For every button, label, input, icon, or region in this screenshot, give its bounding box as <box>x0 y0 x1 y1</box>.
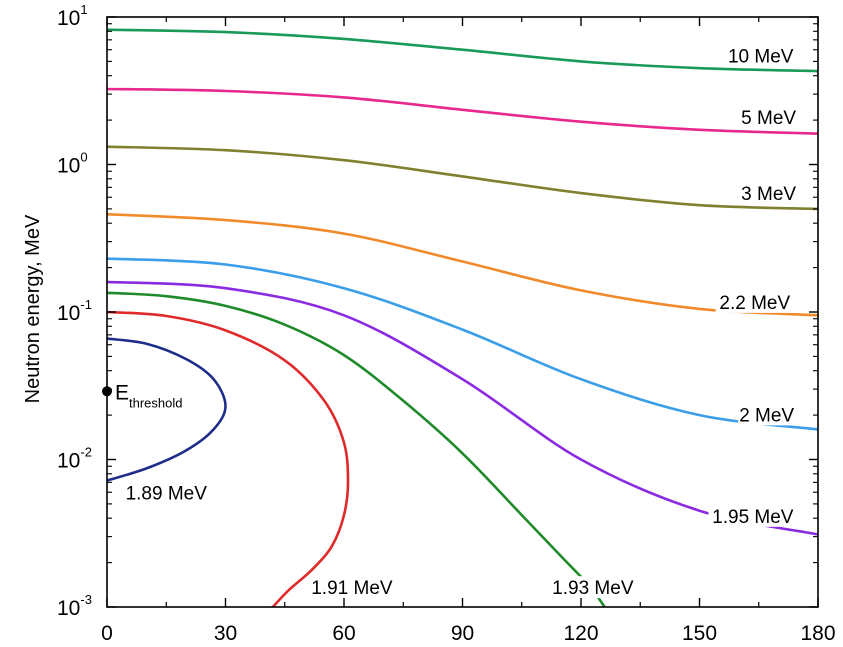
y-tick-label: 10-2 <box>57 445 92 473</box>
series-line-1-91-mev <box>107 310 350 607</box>
curve-label-bg <box>726 44 795 67</box>
x-tick-label: 30 <box>214 622 237 645</box>
curve-label-bg <box>548 576 638 599</box>
y-tick-label: 101 <box>57 2 88 30</box>
curve-label-text: 1.95 MeV <box>712 507 794 528</box>
y-tick-label-base: 10 <box>57 450 80 473</box>
x-tick-label: 60 <box>332 622 355 645</box>
y-tick-label-exp: -2 <box>80 445 92 460</box>
curve-labels: 10 MeV 5 MeV 3 MeV 2.2 MeV 2 MeV 1.95 MeV 1.93… <box>121 44 798 599</box>
curve-label: 5 MeV <box>740 106 798 129</box>
threshold-label-sub: threshold <box>129 395 182 410</box>
y-tick-label-base: 10 <box>57 302 80 325</box>
series-line-2-2-mev <box>107 212 818 317</box>
threshold-label: Ethreshold <box>115 381 183 410</box>
y-tick-label-base: 10 <box>57 7 80 30</box>
y-tick-label: 10-3 <box>57 592 92 620</box>
y-tick-label-base: 10 <box>57 155 80 178</box>
curve-label: 2.2 MeV <box>715 290 794 314</box>
curve-label-text: 2.2 MeV <box>719 293 790 314</box>
x-tick-label: 0 <box>101 622 113 645</box>
y-axis-title: Neutron energy, MeV <box>22 214 44 403</box>
curve-label: 3 MeV <box>740 182 798 205</box>
x-tick-label: 90 <box>451 622 474 645</box>
series-line-2-mev <box>107 257 818 431</box>
curve-label: 1.91 MeV <box>307 576 397 599</box>
curve-label-text: 2 MeV <box>739 405 794 426</box>
curve-label-text: 3 MeV <box>741 184 796 205</box>
x-tick-label: 120 <box>563 622 598 645</box>
curve-label-bg <box>307 576 397 599</box>
series-line-1-95-mev <box>107 280 818 536</box>
curve-label-bg <box>121 481 211 504</box>
curve-label-text: 1.89 MeV <box>126 484 208 505</box>
curve-label-bg <box>708 504 798 527</box>
curve-label-bg <box>715 290 794 313</box>
series-line-3-mev <box>107 145 818 211</box>
curve-label-bg <box>740 182 798 205</box>
curve-label-text: 1.93 MeV <box>552 578 634 599</box>
x-tick-labels: 0 30 60 90 120 150 180 <box>101 622 835 645</box>
y-tick-label-exp: -3 <box>80 592 92 607</box>
curve-label: 1.93 MeV <box>548 576 638 599</box>
y-tick-label-exp: -1 <box>80 297 92 312</box>
curve-label-text: 5 MeV <box>741 108 796 129</box>
curve-label-text: 10 MeV <box>728 47 794 68</box>
y-tick-label: 10-1 <box>57 297 92 325</box>
x-tick-label: 180 <box>800 622 835 645</box>
curve-label-text: 1.91 MeV <box>311 578 393 599</box>
curve-label-bg <box>740 106 798 129</box>
curve-label: 1.95 MeV <box>708 504 798 528</box>
axis-ticks <box>106 16 819 608</box>
curve-label-bg <box>738 403 796 426</box>
series-layer <box>107 28 818 607</box>
x-tick-label: 150 <box>682 622 717 645</box>
curve-label: 2 MeV <box>738 403 796 426</box>
y-tick-label-exp: 0 <box>80 150 87 165</box>
series-line-5-mev <box>107 87 818 135</box>
y-tick-label-exp: 1 <box>80 2 87 17</box>
threshold-marker: Ethreshold <box>102 381 183 410</box>
y-tick-label: 100 <box>57 150 88 178</box>
y-tick-label-base: 10 <box>57 597 80 620</box>
threshold-label-base: E <box>115 381 129 404</box>
series-line-1-93-mev <box>107 291 606 607</box>
curve-label: 1.89 MeV <box>121 481 211 505</box>
curve-label: 10 MeV <box>726 44 795 68</box>
series-line-10-mev <box>107 28 818 73</box>
series-line-1-89-mev <box>107 337 227 482</box>
